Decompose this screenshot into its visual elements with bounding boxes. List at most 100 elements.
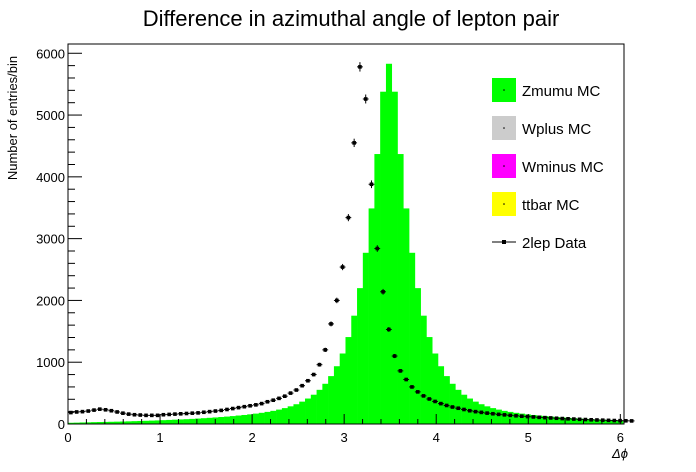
data-point bbox=[478, 410, 485, 415]
zmumu-bar bbox=[281, 408, 288, 424]
data-point bbox=[102, 407, 109, 412]
data-point bbox=[524, 414, 531, 419]
zmumu-bar bbox=[547, 416, 554, 424]
zmumu-bar bbox=[582, 418, 589, 424]
data-point bbox=[322, 347, 329, 352]
y-tick-label: 3000 bbox=[36, 232, 65, 247]
data-point bbox=[420, 394, 427, 398]
zmumu-bar bbox=[409, 252, 416, 424]
data-point bbox=[455, 406, 462, 411]
y-tick-label: 4000 bbox=[36, 170, 65, 185]
data-point bbox=[270, 398, 277, 403]
zmumu-bar bbox=[172, 419, 179, 424]
zmumu-bar bbox=[391, 91, 398, 425]
zmumu-bar bbox=[362, 252, 369, 424]
chart-title: Difference in azimuthal angle of lepton … bbox=[143, 6, 560, 31]
zmumu-bar bbox=[276, 409, 283, 424]
zmumu-bar bbox=[426, 337, 433, 424]
zmumu-bar bbox=[403, 208, 410, 424]
data-point bbox=[172, 412, 178, 416]
data-point bbox=[414, 390, 421, 394]
data-point bbox=[212, 409, 219, 413]
data-point bbox=[553, 416, 560, 421]
zmumu-bar bbox=[414, 288, 421, 424]
zmumu-bar bbox=[576, 418, 583, 424]
data-point bbox=[403, 377, 410, 382]
zmumu-bar bbox=[91, 422, 98, 424]
zmumu-bar bbox=[166, 419, 173, 424]
zmumu-bar bbox=[224, 416, 231, 424]
legend-label: Wplus MC bbox=[522, 121, 591, 138]
data-point bbox=[461, 407, 467, 412]
zmumu-bar bbox=[322, 383, 329, 424]
zmumu-bar bbox=[287, 406, 294, 424]
zmumu-bar bbox=[443, 376, 450, 424]
data-point bbox=[154, 413, 161, 418]
data-point bbox=[605, 418, 612, 423]
data-point bbox=[628, 419, 635, 423]
zmumu-bar bbox=[206, 417, 213, 424]
legend-entry: Wminus MC bbox=[492, 154, 604, 178]
data-point bbox=[351, 138, 358, 148]
data-point bbox=[258, 401, 265, 406]
zmumu-bar bbox=[518, 413, 525, 424]
data-point bbox=[576, 417, 583, 422]
data-point bbox=[252, 403, 259, 407]
data-point bbox=[131, 412, 138, 417]
zmumu-bar bbox=[183, 419, 190, 424]
data-point bbox=[328, 321, 334, 327]
data-point bbox=[472, 409, 479, 414]
zmumu-bar bbox=[177, 419, 184, 424]
data-point bbox=[235, 405, 242, 410]
zmumu-bar bbox=[553, 417, 560, 424]
data-point bbox=[495, 412, 502, 417]
zmumu-bar bbox=[385, 63, 393, 424]
zmumu-bar bbox=[437, 366, 445, 424]
zmumu-bar bbox=[79, 422, 86, 424]
zmumu-bar bbox=[357, 288, 364, 424]
data-point bbox=[357, 62, 363, 72]
data-point bbox=[570, 417, 577, 421]
y-tick-label: 6000 bbox=[36, 46, 65, 61]
data-point bbox=[200, 410, 207, 415]
zmumu-bar bbox=[247, 414, 254, 424]
data-point bbox=[426, 397, 433, 401]
data-point bbox=[229, 406, 236, 411]
data-point bbox=[96, 407, 103, 411]
zmumu-bar bbox=[524, 414, 531, 424]
data-point bbox=[148, 413, 155, 418]
data-point bbox=[391, 353, 398, 359]
legend-marker-point bbox=[502, 240, 506, 244]
data-point bbox=[114, 410, 121, 414]
zmumu-bar bbox=[316, 389, 323, 424]
data-point bbox=[218, 408, 225, 413]
zmumu-bar bbox=[258, 412, 265, 424]
zmumu-bar bbox=[542, 416, 549, 424]
zmumu-bar bbox=[108, 421, 115, 424]
data-point bbox=[484, 411, 491, 415]
zmumu-bar bbox=[345, 337, 352, 424]
zmumu-bar bbox=[339, 353, 346, 424]
data-point bbox=[507, 413, 514, 418]
x-tick-label: 1 bbox=[156, 430, 163, 445]
legend-entry: 2lep Data bbox=[492, 235, 587, 252]
zmumu-bar bbox=[148, 420, 156, 424]
data-point bbox=[137, 413, 144, 417]
zmumu-bar bbox=[374, 154, 381, 424]
zmumu-bar bbox=[328, 376, 335, 424]
data-point bbox=[345, 214, 352, 222]
data-point bbox=[189, 411, 196, 415]
data-point bbox=[224, 407, 230, 412]
data-point bbox=[565, 417, 571, 421]
data-point bbox=[501, 413, 508, 417]
data-point bbox=[247, 403, 253, 408]
zmumu-bar bbox=[189, 418, 196, 424]
data-point bbox=[611, 418, 618, 423]
data-point bbox=[374, 245, 381, 252]
y-tick-label: 5000 bbox=[36, 108, 65, 123]
data-point bbox=[166, 412, 173, 417]
data-point bbox=[380, 288, 386, 295]
x-tick-label: 5 bbox=[525, 430, 532, 445]
legend-label: Wminus MC bbox=[522, 159, 604, 176]
data-point bbox=[206, 409, 213, 414]
